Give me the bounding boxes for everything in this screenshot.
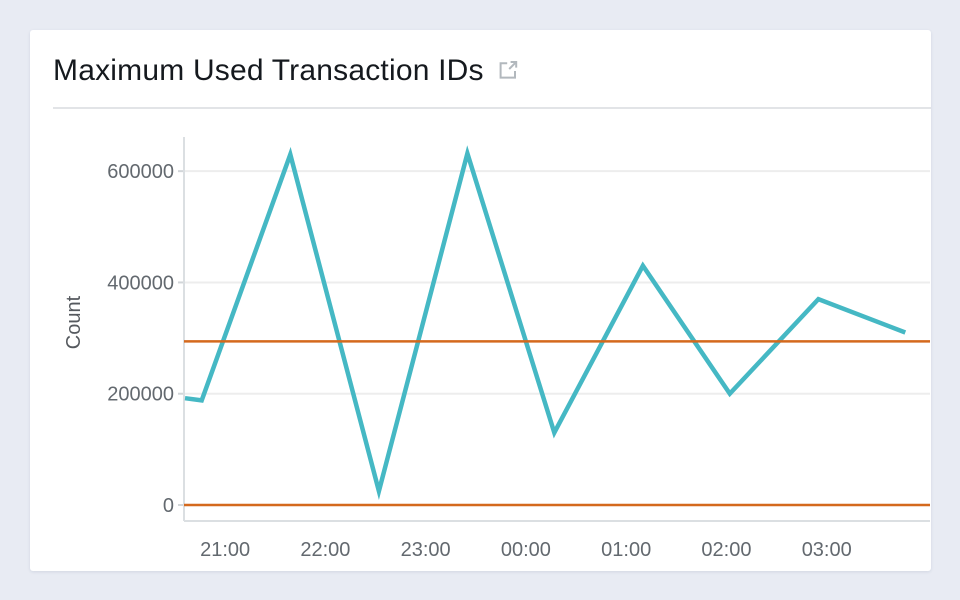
series-line: [184, 145, 907, 500]
y-tick-label: 0: [163, 495, 174, 517]
chart-area: 0 200000 400000 600000 21:00 22:00 23:00 00:00 0…: [30, 30, 931, 571]
x-tick-label: 00:00: [501, 539, 551, 561]
x-tick-label: 21:00: [200, 539, 250, 561]
x-tick-label: 01:00: [601, 539, 651, 561]
card-header: Maximum Used Transaction IDs: [53, 50, 519, 92]
x-tick-label: 22:00: [300, 539, 350, 561]
chart-card: Maximum Used Transaction IDs 0 200000 4000…: [30, 30, 931, 571]
line-chart-svg: 0 200000 400000 600000 21:00 22:00 23:00 00:00 0…: [63, 137, 930, 561]
y-tick-label: 200000: [107, 384, 174, 406]
y-tick-label: 400000: [107, 272, 174, 294]
y-axis-title: Count: [63, 295, 85, 349]
x-tick-label: 03:00: [802, 539, 852, 561]
external-link-icon[interactable]: [497, 59, 519, 86]
header-divider: [53, 107, 931, 109]
chart-title: Maximum Used Transaction IDs: [53, 54, 484, 87]
x-tick-label: 23:00: [401, 539, 451, 561]
x-tick-label: 02:00: [701, 539, 751, 561]
y-tick-label: 600000: [107, 161, 174, 183]
